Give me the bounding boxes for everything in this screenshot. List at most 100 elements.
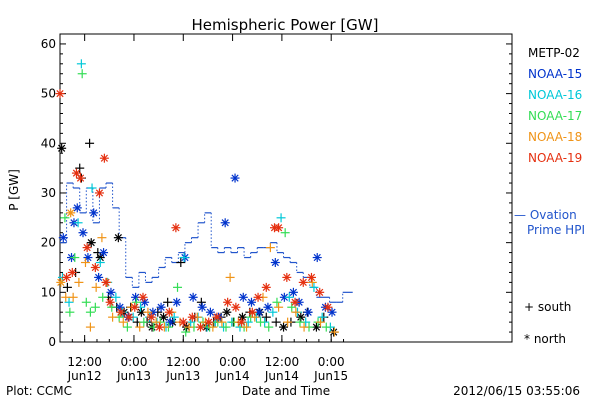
point-metp-02-south bbox=[62, 282, 72, 292]
marker-stroke bbox=[213, 313, 221, 321]
point-metp-02-north bbox=[279, 322, 289, 332]
point-noaa-19-north bbox=[82, 243, 92, 253]
point-noaa-18-south bbox=[225, 272, 235, 282]
point-noaa-18-south bbox=[274, 302, 284, 312]
point-noaa-17-south bbox=[287, 302, 297, 312]
x-tick-date: Jun14 bbox=[264, 369, 299, 383]
point-noaa-18-south bbox=[74, 277, 84, 287]
legend-entry-noaa-18: NOAA-18 bbox=[528, 130, 582, 144]
point-noaa-17-south bbox=[272, 297, 282, 307]
point-noaa-18-south bbox=[151, 317, 161, 327]
marker-stroke bbox=[73, 204, 81, 212]
point-noaa-17-south bbox=[221, 322, 231, 332]
point-noaa-15-north bbox=[220, 218, 230, 228]
marker-stroke bbox=[165, 308, 173, 316]
marker-stroke bbox=[157, 303, 165, 311]
marker-stroke bbox=[291, 298, 299, 306]
marker-stroke bbox=[99, 248, 108, 257]
marker-stroke bbox=[131, 303, 139, 311]
point-noaa-17-south bbox=[295, 317, 305, 327]
point-noaa-16-south bbox=[95, 258, 105, 268]
point-noaa-19-north bbox=[315, 287, 325, 297]
point-noaa-18-south bbox=[217, 317, 227, 327]
point-metp-02-south bbox=[176, 258, 186, 268]
point-noaa-18-south bbox=[242, 322, 252, 332]
marker-stroke bbox=[248, 308, 256, 316]
point-noaa-18-south bbox=[97, 233, 107, 243]
point-noaa-16-south bbox=[73, 218, 83, 228]
marker-stroke bbox=[289, 288, 298, 296]
point-noaa-17-south bbox=[65, 307, 75, 317]
point-noaa-19-north bbox=[196, 322, 206, 332]
marker-stroke bbox=[95, 189, 104, 197]
point-noaa-15-north bbox=[246, 297, 256, 307]
point-noaa-17-south bbox=[90, 302, 100, 312]
marker-stroke bbox=[283, 273, 291, 282]
point-noaa-18-south bbox=[118, 317, 128, 327]
marker-stroke bbox=[79, 229, 87, 237]
point-metp-02-south bbox=[163, 297, 173, 307]
point-noaa-15-north bbox=[270, 258, 280, 268]
x-tick-date: Jun15 bbox=[313, 369, 348, 383]
point-metp-02-south bbox=[85, 138, 95, 148]
marker-stroke bbox=[237, 318, 246, 326]
marker-stroke bbox=[299, 278, 307, 287]
marker-stroke bbox=[91, 263, 99, 272]
marker-stroke bbox=[304, 308, 312, 316]
point-noaa-16-south bbox=[179, 253, 189, 263]
x-tick-time: 12:00 bbox=[166, 355, 201, 369]
plot-frame bbox=[59, 33, 513, 343]
marker-stroke bbox=[67, 209, 75, 217]
legend-south: + south bbox=[524, 300, 571, 314]
legend-ovation-label: — Ovation bbox=[514, 208, 577, 222]
point-noaa-19-north bbox=[154, 322, 164, 332]
point-noaa-19-north bbox=[90, 262, 100, 272]
point-noaa-18-south bbox=[283, 317, 293, 327]
point-noaa-17-south bbox=[256, 317, 266, 327]
y-tick-label: 40 bbox=[41, 136, 56, 150]
point-noaa-19-north bbox=[124, 312, 134, 322]
y-tick-label: 10 bbox=[41, 285, 56, 299]
point-noaa-15-north bbox=[78, 228, 88, 238]
marker-stroke bbox=[141, 298, 149, 306]
point-noaa-19-north bbox=[164, 307, 174, 317]
point-noaa-19-north bbox=[290, 297, 300, 307]
marker-stroke bbox=[239, 293, 247, 301]
y-tick-label: 60 bbox=[41, 37, 56, 51]
point-noaa-15-north bbox=[72, 203, 82, 213]
marker-stroke bbox=[58, 144, 66, 152]
footer-xaxis-label: Date and Time bbox=[242, 384, 330, 398]
point-noaa-17-south bbox=[139, 317, 149, 327]
legend-north: * north bbox=[524, 332, 566, 346]
legend-entry-noaa-15: NOAA-15 bbox=[528, 67, 582, 81]
point-metp-02-south bbox=[261, 312, 271, 322]
x-tick-time: 0:00 bbox=[120, 355, 147, 369]
point-noaa-19-north bbox=[204, 317, 214, 327]
point-noaa-15-north bbox=[89, 208, 99, 218]
point-noaa-19-north bbox=[71, 168, 81, 178]
marker-stroke bbox=[271, 258, 279, 267]
x-tick-date: Jun12 bbox=[67, 369, 102, 383]
x-tick-time: 0:00 bbox=[219, 355, 246, 369]
marker-stroke bbox=[179, 318, 187, 326]
point-noaa-17-south bbox=[181, 327, 191, 337]
point-noaa-18-south bbox=[291, 307, 301, 317]
legend-ovation-label-2: Prime HPI bbox=[527, 223, 585, 237]
marker-stroke bbox=[206, 308, 215, 316]
point-noaa-15-north bbox=[279, 292, 289, 302]
marker-stroke bbox=[198, 303, 206, 311]
point-noaa-19-north bbox=[138, 292, 148, 302]
marker-stroke bbox=[231, 174, 239, 182]
data-markers bbox=[55, 59, 339, 337]
point-noaa-15-north bbox=[106, 287, 116, 297]
point-noaa-19-north bbox=[146, 312, 156, 322]
point-noaa-16-south bbox=[284, 292, 294, 302]
point-noaa-19-north bbox=[306, 272, 316, 282]
y-tick-label: 20 bbox=[41, 236, 56, 250]
point-metp-02-north bbox=[296, 312, 306, 322]
point-noaa-18-south bbox=[184, 322, 194, 332]
marker-stroke bbox=[102, 278, 110, 287]
marker-stroke bbox=[107, 288, 115, 296]
point-noaa-19-north bbox=[94, 188, 104, 198]
